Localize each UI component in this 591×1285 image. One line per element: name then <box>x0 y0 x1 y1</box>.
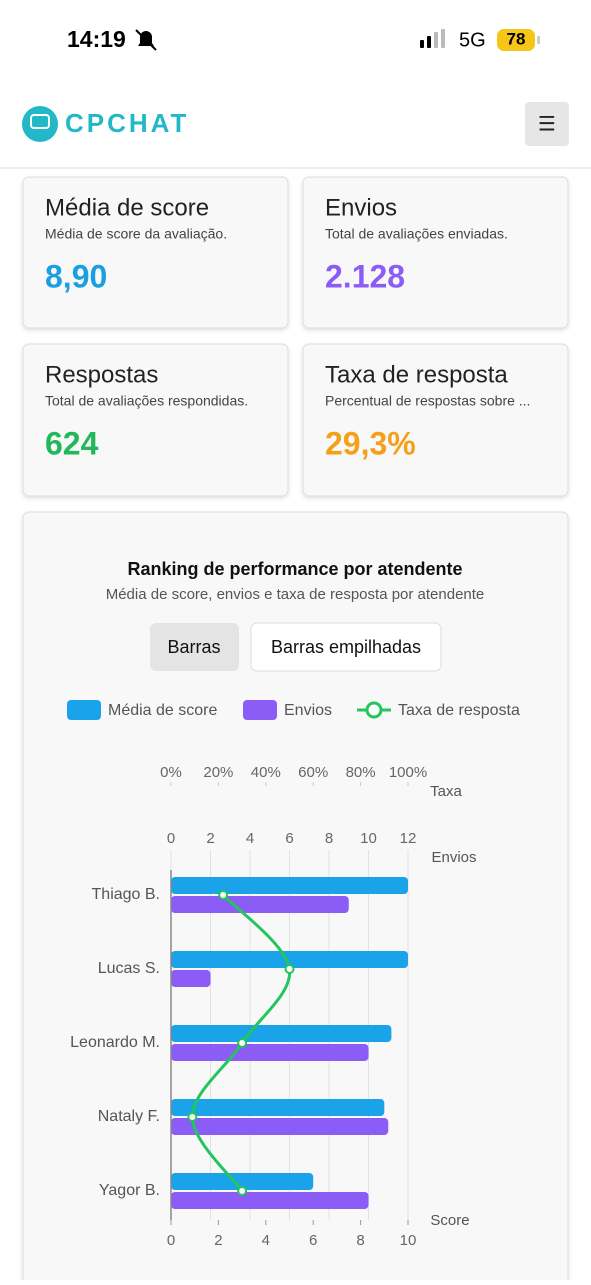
bar <box>171 877 408 894</box>
button-stacked[interactable] <box>250 622 442 672</box>
card-value: 624 <box>45 425 99 461</box>
bar <box>171 1118 389 1135</box>
logo-icon <box>22 106 58 142</box>
x-tick-label: 6 <box>309 1232 317 1249</box>
x3-tick-label: 40% <box>251 764 281 781</box>
x2-tick-label: 10 <box>360 830 377 847</box>
stat-card <box>22 176 289 329</box>
mute-icon <box>135 29 157 51</box>
menu-icon[interactable]: ☰ <box>538 113 556 135</box>
y-tick-label: Thiago B. <box>92 886 160 903</box>
legend-swatch[interactable] <box>67 700 101 720</box>
chart-title: Ranking de performance por atendente <box>127 559 462 579</box>
x2-tick-label: 6 <box>285 830 293 847</box>
logo-text: CPCHAT <box>65 108 189 138</box>
battery <box>497 29 535 51</box>
bar <box>171 1099 385 1116</box>
button-bars-label[interactable]: Barras <box>167 637 220 657</box>
x-tick-label: 0 <box>167 1232 175 1249</box>
battery-level: 78 <box>507 29 526 48</box>
x3-tick-label: 0% <box>160 764 182 781</box>
plot: Média de score Envios Taxa de resposta 0 2 4 6… <box>67 700 520 1249</box>
line-point <box>187 1112 198 1122</box>
x3-axis-label: Taxa <box>430 783 462 800</box>
card-title: Taxa de resposta <box>325 361 508 388</box>
x3-tick-label: 80% <box>346 764 376 781</box>
x2-tick-label: 12 <box>400 830 417 847</box>
bar <box>171 1192 369 1209</box>
x3-tick-label: 60% <box>298 764 328 781</box>
signal-icon <box>420 29 445 48</box>
x-tick-label: 2 <box>214 1232 222 1249</box>
card-title: Respostas <box>45 361 158 388</box>
card-subtitle: Média de score da avaliação. <box>45 226 227 242</box>
button-bars[interactable] <box>150 623 239 671</box>
line-point <box>284 964 295 974</box>
menu-button[interactable] <box>525 102 569 146</box>
time: 14:19 <box>67 26 126 52</box>
x2-axis-label: Envios <box>431 849 476 866</box>
x-tick-label: 8 <box>356 1232 364 1249</box>
logo-bubble <box>30 114 50 129</box>
battery-tip <box>537 36 540 44</box>
y-tick-label: Nataly F. <box>98 1108 160 1125</box>
line-point <box>237 1038 248 1048</box>
cards: Média de score Média de score da avaliaçã… <box>22 176 569 497</box>
x-tick-label: 4 <box>262 1232 270 1249</box>
card-subtitle: Total de avaliações respondidas. <box>45 393 248 409</box>
bar <box>171 951 408 968</box>
line-point <box>218 890 229 900</box>
bar <box>171 1044 369 1061</box>
card-title: Média de score <box>45 194 209 221</box>
card-subtitle: Percentual de respostas sobre ... <box>325 393 530 409</box>
x2-tick-label: 0 <box>167 830 175 847</box>
card-value: 29,3% <box>325 425 416 461</box>
legend-swatch[interactable] <box>243 700 277 720</box>
x2-tick-label: 2 <box>206 830 214 847</box>
stat-card <box>302 343 569 497</box>
stat-card <box>302 176 569 329</box>
legend-label[interactable]: Envios <box>284 702 332 719</box>
card-subtitle: Total de avaliações enviadas. <box>325 226 508 242</box>
legend-label[interactable]: Taxa de resposta <box>398 702 520 719</box>
x-axis-label: Score <box>430 1212 469 1229</box>
bar <box>171 896 349 913</box>
x2-tick-label: 8 <box>325 830 333 847</box>
stat-card <box>22 343 289 497</box>
x2-tick-label: 4 <box>246 830 254 847</box>
x3-tick-label: 20% <box>203 764 233 781</box>
bar <box>171 1025 392 1042</box>
x3-tick-label: 100% <box>389 764 427 781</box>
x-tick-label: 10 <box>400 1232 417 1249</box>
legend-marker <box>365 701 383 719</box>
legend-label[interactable]: Média de score <box>108 702 217 719</box>
bar <box>171 970 211 987</box>
network: 5G <box>459 29 486 51</box>
button-stacked-label[interactable]: Barras empilhadas <box>271 637 421 657</box>
bar <box>171 1173 314 1190</box>
y-tick-label: Lucas S. <box>98 960 160 977</box>
y-tick-label: Leonardo M. <box>70 1034 160 1051</box>
card-value: 2.128 <box>325 258 405 294</box>
chart-subtitle: Média de score, envios e taxa de respost… <box>106 586 485 603</box>
y-tick-label: Yagor B. <box>99 1182 160 1199</box>
card-value: 8,90 <box>45 258 107 294</box>
card-title: Envios <box>325 194 397 221</box>
line-point <box>237 1186 248 1196</box>
